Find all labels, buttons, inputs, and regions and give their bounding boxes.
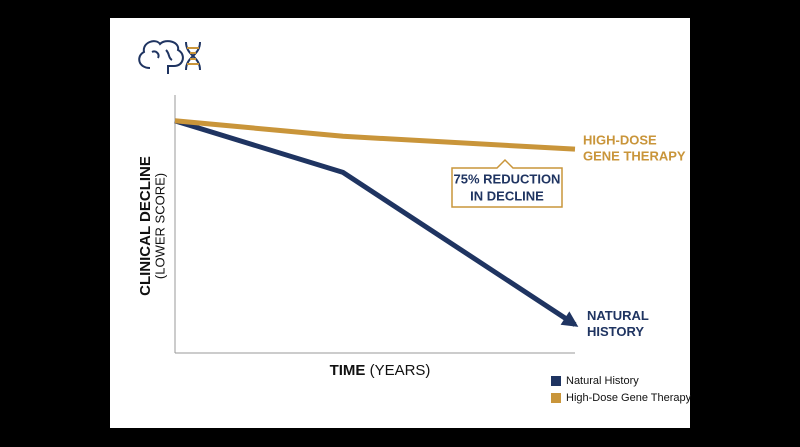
series-end-label: HISTORY xyxy=(587,324,644,339)
callout-box xyxy=(451,158,563,208)
callout-text: IN DECLINE xyxy=(470,188,544,203)
series-end-label: NATURAL xyxy=(587,308,649,323)
callout: 75% REDUCTION IN DECLINE xyxy=(451,158,563,208)
brain-icon xyxy=(138,40,184,74)
legend-label: Natural History xyxy=(566,375,639,387)
y-axis-title-unit: (LOWER SCORE) xyxy=(152,173,167,279)
legend-swatch xyxy=(551,393,561,403)
panel xyxy=(110,18,690,428)
x-axis-title-main: TIME xyxy=(330,362,366,379)
legend-swatch xyxy=(551,376,561,386)
arrow-head xyxy=(560,311,579,327)
y-axis-title-main: CLINICAL DECLINE xyxy=(137,156,154,296)
line xyxy=(174,118,576,152)
series-end-label: HIGH-DOSE xyxy=(583,133,657,148)
series-end-label: GENE THERAPY xyxy=(583,149,686,164)
x-axis-title-unit: (YEARS) xyxy=(370,362,431,379)
line xyxy=(174,118,577,327)
legend-label: High-Dose Gene Therapy xyxy=(566,392,692,404)
callout-text: 75% REDUCTION xyxy=(454,171,561,186)
x-axis-title: TIME (YEARS) xyxy=(330,362,431,379)
dna-icon xyxy=(185,41,201,71)
